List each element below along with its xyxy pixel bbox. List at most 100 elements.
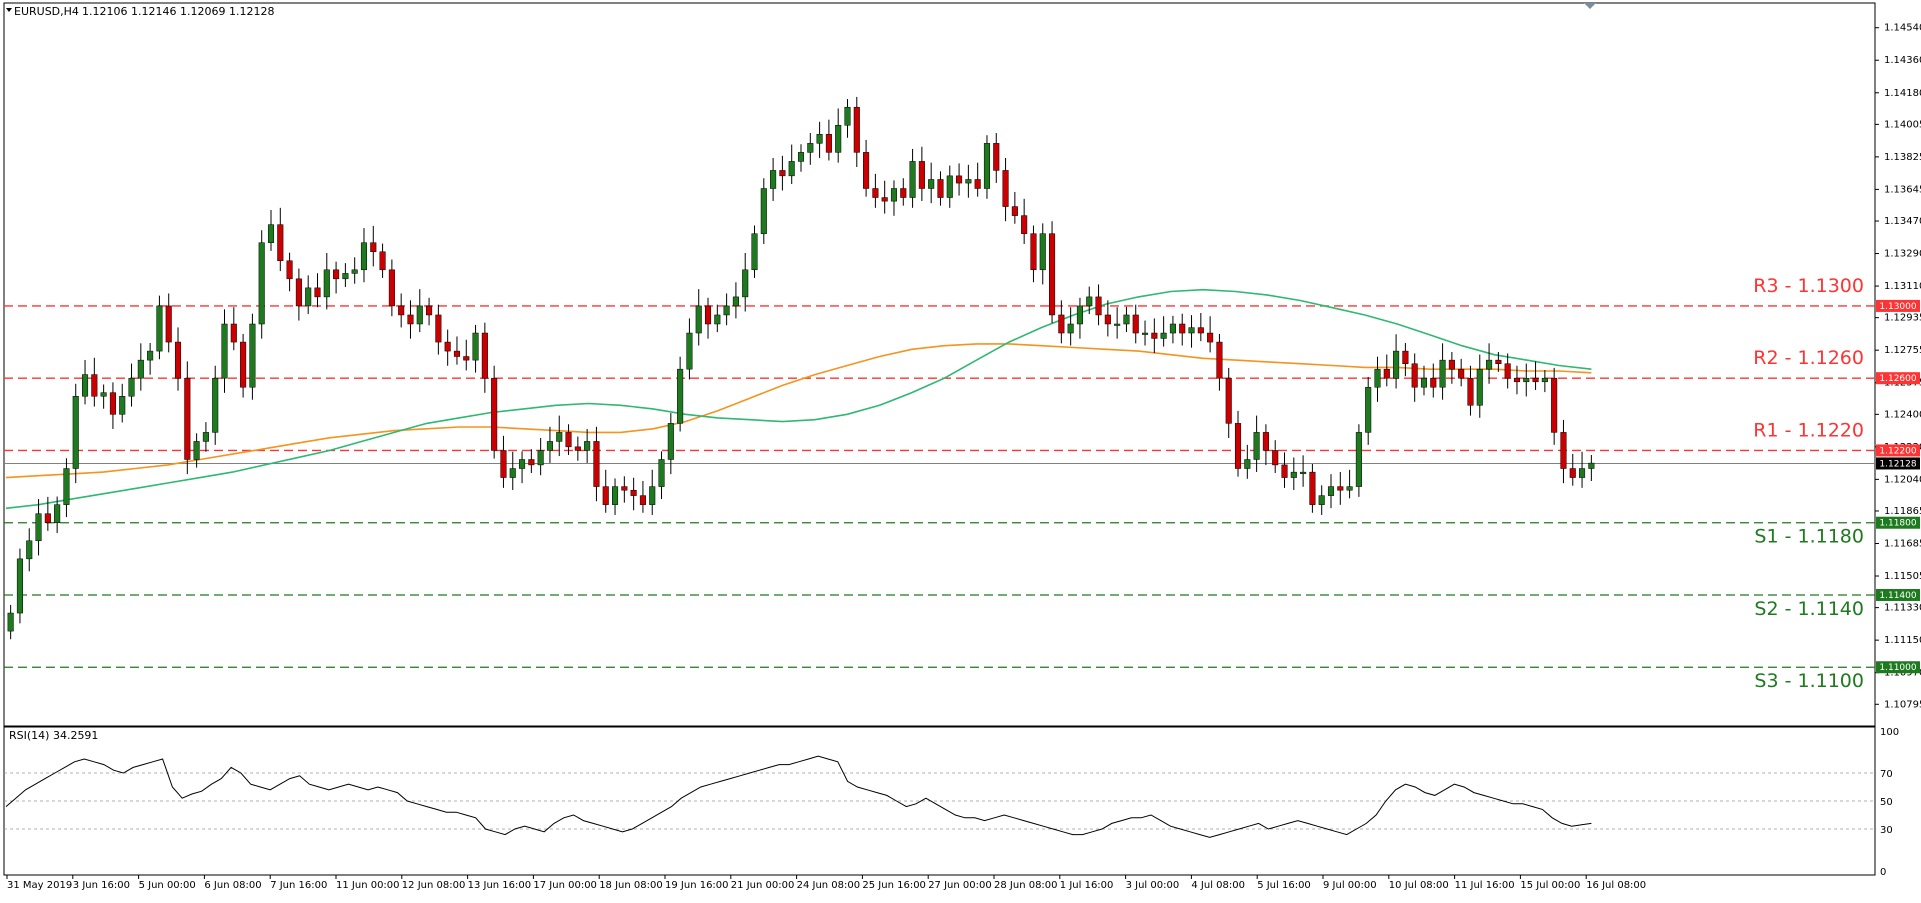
candle-body [1402,350,1409,364]
candle-body [556,432,563,442]
candle-body [835,125,842,153]
candle-body [1039,233,1046,271]
level-price-tag [1876,661,1920,674]
level-price-tag [1876,516,1920,529]
candle-body [1327,486,1335,496]
candle-body [193,441,200,460]
level-price-tag-text: 1.11000 [1879,663,1916,673]
candle-body [546,441,553,451]
candle-body [444,341,451,352]
candle-body [788,161,795,177]
candle-body [695,305,702,334]
level-price-tag [1876,444,1920,457]
candle-body [1151,332,1158,339]
candle-body [1467,377,1474,406]
candle-body [1234,423,1242,469]
candle-body [1067,323,1074,334]
candle-body [370,242,377,252]
candle-body [202,432,209,442]
dropdown-arrow-icon[interactable] [6,8,12,12]
y-tick-label: 1.12400 [1884,409,1921,420]
candle-body [1448,359,1455,370]
candle-body [472,332,479,361]
candle-body [937,179,944,198]
x-tick-label: 13 Jun 16:00 [468,880,532,891]
x-tick-label: 19 Jun 16:00 [665,880,729,891]
candle-body [333,269,340,280]
candle-body [1486,359,1493,370]
candle-body [1244,459,1251,469]
current-price-tag [1876,457,1920,470]
candle-body [844,106,851,126]
candle-body [1169,323,1176,334]
x-tick-label: 9 Jul 00:00 [1323,880,1377,891]
candle-body [1011,206,1018,216]
rsi-indicator: 100 70 50 30 0 [4,727,1899,878]
candle-body [1541,377,1548,383]
level-price-tag [1876,588,1920,601]
x-tick-label: 31 May 2019 [7,880,72,891]
candle-body [277,224,284,262]
candle-body [1337,486,1344,491]
candle-body [1300,471,1307,474]
candle-body [760,188,767,234]
candle-body [230,323,237,343]
candle-body [704,305,712,325]
level-label: R3 - 1.1300 [1753,275,1864,297]
candle-body [1588,462,1595,469]
candle-body [732,296,739,307]
candle-body [1160,332,1167,339]
candle-body [1281,464,1288,478]
level-price-tag-text: 1.11400 [1879,591,1916,601]
candle-body [1179,323,1186,334]
candle-body [1420,377,1428,388]
candle-body [16,558,23,614]
header-ohlc: 1.12106 1.12146 1.12069 1.12128 [82,5,274,18]
level-price-tag [1876,372,1920,385]
candle-body [342,273,349,280]
x-tick-label: 4 Jul 08:00 [1191,880,1245,891]
y-tick-label: 1.13470 [1884,216,1921,227]
candle-body [491,377,498,451]
rsi-tick-label: 100 [1880,727,1899,738]
candle-body [1523,377,1530,383]
current-price-tag-text: 1.12128 [1879,459,1916,469]
candle-body [1579,468,1586,478]
candle-body [91,374,98,397]
candle-body [398,305,405,316]
candle-body [1560,432,1567,469]
candle-body [770,170,777,189]
moving-averages [5,288,1592,510]
x-axis-labels: 31 May 2019 3 Jun 16:00 5 Jun 00:00 6 Jun 0… [6,875,1646,891]
candle-body [1225,377,1232,424]
scroll-marker-icon[interactable] [1584,3,1596,9]
y-tick-label: 1.14540 [1884,23,1921,34]
candle-body [1411,363,1418,388]
candle-body [565,432,572,448]
candle-body [983,143,991,189]
candle-body [305,287,312,307]
y-tick-label: 1.12040 [1884,474,1921,485]
candle-body [1355,432,1362,487]
candle-body [100,392,107,397]
candle-body [1309,471,1316,505]
candle-body [946,175,953,198]
candle-body [221,323,228,379]
candle-body [1095,296,1102,316]
candle-body [863,152,870,189]
y-tick-label: 1.11150 [1884,635,1921,646]
x-tick-label: 24 Jun 08:00 [797,880,861,891]
candle-body [1439,359,1446,388]
candle-body [416,305,423,325]
candle-body [1076,305,1083,325]
y-tick-label: 1.10795 [1884,699,1921,710]
x-tick-label: 11 Jul 16:00 [1455,880,1515,891]
candle-body [1188,327,1195,334]
candle-body [72,396,79,469]
rsi-line [5,755,1592,838]
x-tick-label: 1 Jul 16:00 [1060,880,1114,891]
x-tick-label: 21 Jun 00:00 [731,880,795,891]
candle-body [1058,314,1065,334]
candle-body [1430,377,1437,388]
